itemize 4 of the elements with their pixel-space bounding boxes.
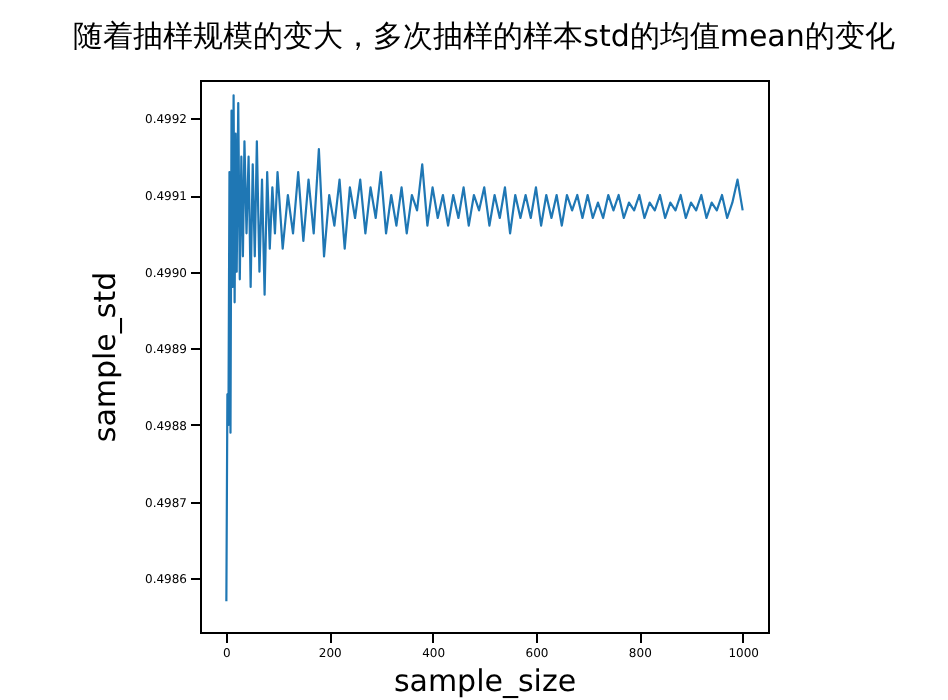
line-series: [225, 94, 744, 603]
chart-title: 随着抽样规模的变大，多次抽样的样本std的均值mean的变化: [73, 18, 895, 54]
y-axis-title: sample_std: [87, 271, 124, 443]
x-axis-title: sample_size: [393, 663, 577, 699]
